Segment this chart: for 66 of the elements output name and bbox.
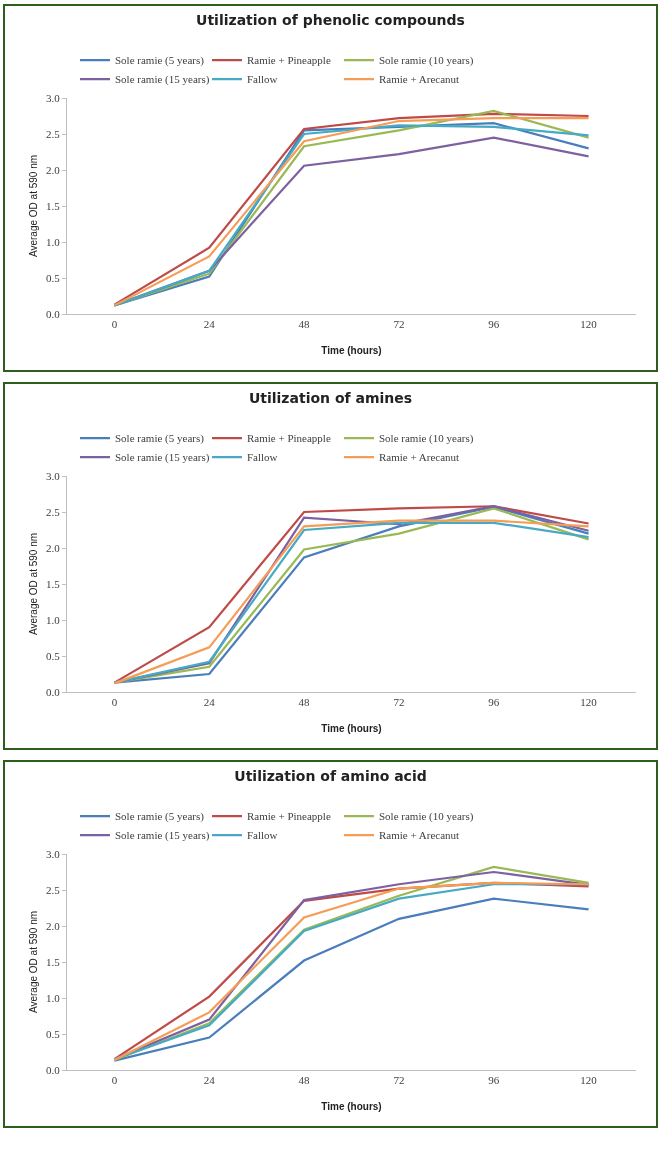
legend-label: Ramie + Pineapple bbox=[247, 810, 331, 823]
x-tick-label: 24 bbox=[203, 318, 216, 331]
y-tick-label: 2.5 bbox=[46, 505, 61, 518]
chart-title: Utilization of phenolic compounds bbox=[196, 11, 465, 28]
y-tick-label: 2.5 bbox=[46, 883, 61, 896]
x-tick-label: 0 bbox=[111, 1074, 118, 1087]
legend-label: Sole ramie (10 years) bbox=[379, 810, 474, 824]
x-tick-label: 48 bbox=[298, 318, 311, 331]
y-tick-label: 3.0 bbox=[46, 469, 61, 482]
x-tick-label: 24 bbox=[203, 1074, 216, 1087]
legend-label: Sole ramie (10 years) bbox=[379, 54, 474, 68]
x-axis-title: Time (hours) bbox=[321, 1101, 382, 1112]
legend-label: Ramie + Arecanut bbox=[379, 829, 460, 842]
x-tick-label: 48 bbox=[298, 696, 311, 709]
legend-label: Sole ramie (5 years) bbox=[115, 432, 205, 446]
legend-label: Sole ramie (15 years) bbox=[115, 451, 210, 465]
y-tick-label: 0.0 bbox=[46, 1063, 61, 1076]
y-tick-label: 2.0 bbox=[46, 163, 61, 176]
y-axis-title: Average OD at 590 nm bbox=[28, 154, 39, 258]
legend-label: Ramie + Pineapple bbox=[247, 54, 331, 67]
y-tick-label: 2.0 bbox=[46, 919, 61, 932]
y-tick-label: 3.0 bbox=[46, 847, 61, 860]
x-tick-label: 72 bbox=[393, 1074, 405, 1087]
x-tick-label: 96 bbox=[488, 1074, 500, 1087]
legend-label: Fallow bbox=[247, 829, 278, 842]
x-tick-label: 48 bbox=[298, 1074, 311, 1087]
x-axis-title: Time (hours) bbox=[321, 723, 382, 734]
y-tick-label: 0.5 bbox=[46, 1027, 61, 1040]
x-tick-label: 96 bbox=[488, 696, 500, 709]
y-tick-label: 0.0 bbox=[46, 685, 61, 698]
chart-title: Utilization of amino acid bbox=[234, 767, 427, 784]
x-tick-label: 0 bbox=[111, 318, 118, 331]
y-tick-label: 1.0 bbox=[46, 235, 61, 248]
y-tick-label: 3.0 bbox=[46, 91, 61, 104]
x-tick-label: 96 bbox=[488, 318, 500, 331]
y-tick-label: 1.0 bbox=[46, 613, 61, 626]
y-tick-label: 1.5 bbox=[46, 955, 61, 968]
legend-label: Sole ramie (5 years) bbox=[115, 810, 205, 824]
y-tick-label: 1.5 bbox=[46, 577, 61, 590]
legend-label: Ramie + Pineapple bbox=[247, 432, 331, 445]
legend-label: Sole ramie (5 years) bbox=[115, 54, 205, 68]
y-tick-label: 1.5 bbox=[46, 199, 61, 212]
chart-title: Utilization of amines bbox=[248, 389, 413, 406]
x-tick-label: 24 bbox=[203, 696, 216, 709]
y-tick-label: 2.5 bbox=[46, 127, 61, 140]
x-tick-label: 120 bbox=[580, 696, 598, 709]
legend-label: Sole ramie (10 years) bbox=[379, 432, 474, 446]
x-tick-label: 72 bbox=[393, 696, 405, 709]
x-tick-label: 120 bbox=[580, 1074, 598, 1087]
x-axis-title: Time (hours) bbox=[321, 345, 382, 356]
y-tick-label: 0.5 bbox=[46, 649, 61, 662]
y-tick-label: 0.0 bbox=[46, 307, 61, 320]
x-tick-label: 0 bbox=[111, 696, 118, 709]
legend-label: Sole ramie (15 years) bbox=[115, 73, 210, 87]
y-tick-label: 1.0 bbox=[46, 991, 61, 1004]
x-tick-label: 120 bbox=[580, 318, 598, 331]
legend-label: Ramie + Arecanut bbox=[379, 451, 460, 464]
y-axis-title: Average OD at 590 nm bbox=[28, 532, 39, 636]
x-tick-label: 72 bbox=[393, 318, 405, 331]
legend-label: Fallow bbox=[247, 73, 278, 86]
legend-label: Fallow bbox=[247, 451, 278, 464]
y-tick-label: 0.5 bbox=[46, 271, 61, 284]
legend-label: Sole ramie (15 years) bbox=[115, 829, 210, 843]
y-axis-title: Average OD at 590 nm bbox=[28, 910, 39, 1014]
y-tick-label: 2.0 bbox=[46, 541, 61, 554]
legend-label: Ramie + Arecanut bbox=[379, 73, 460, 86]
